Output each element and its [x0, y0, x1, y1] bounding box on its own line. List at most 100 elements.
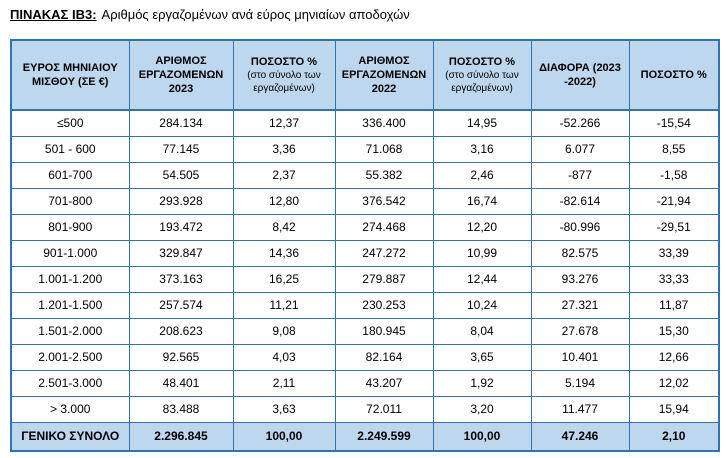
value-cell: 48.401: [128, 369, 234, 397]
salary-range-cell: 2.501-3.000: [10, 369, 130, 397]
value-cell: 2,37: [232, 161, 336, 189]
table-label: ΠΙΝΑΚΑΣ ΙΒ3:: [10, 7, 97, 22]
table-header-row: ΕΥΡΟΣ ΜΗΝΙΑΙΟΥ ΜΙΣΘΟΥ (ΣΕ €) ΑΡΙΘΜΟΣ ΕΡΓΑ…: [10, 39, 720, 111]
header-title: ΠΟΣΟΣΤΟ %: [640, 68, 707, 81]
value-cell: 3,65: [432, 343, 532, 371]
value-cell: 16,25: [232, 265, 336, 293]
header-cell: ΔΙΑΦΟΡΑ (2023 -2022): [530, 39, 630, 111]
value-cell: 15,30: [628, 317, 720, 345]
value-cell: 71.068: [334, 135, 434, 163]
value-cell: 27.321: [530, 291, 630, 319]
value-cell: 33,39: [628, 239, 720, 267]
salary-range-cell: 701-800: [10, 187, 130, 215]
value-cell: 92.565: [128, 343, 234, 371]
value-cell: 208.623: [128, 317, 234, 345]
value-cell: 2.249.599: [334, 421, 434, 452]
header-title: ΠΟΣΟΣΤΟ %: [250, 55, 318, 68]
value-cell: 54.505: [128, 161, 234, 189]
table-row: 801-900 193.472 8,42 274.468 12,20 -80.996 -29…: [10, 213, 720, 241]
value-cell: 12,02: [628, 369, 720, 397]
table-row: 901-1.000 329.847 14,36 247.272 10,99 82.575 3…: [10, 239, 720, 267]
header-cell: ΕΥΡΟΣ ΜΗΝΙΑΙΟΥ ΜΙΣΘΟΥ (ΣΕ €): [10, 39, 130, 111]
salary-range-cell: 1.001-1.200: [10, 265, 130, 293]
value-cell: 93.276: [530, 265, 630, 293]
value-cell: 83.488: [128, 395, 234, 423]
value-cell: 5.194: [530, 369, 630, 397]
value-cell: 284.134: [128, 109, 234, 137]
value-cell: 180.945: [334, 317, 434, 345]
value-cell: 100,00: [432, 421, 532, 452]
value-cell: 82.575: [530, 239, 630, 267]
header-cell: ΠΟΣΟΣΤΟ %: [628, 39, 720, 111]
table-row: 1.501-2.000 208.623 9,08 180.945 8,04 27.678 1…: [10, 317, 720, 345]
value-cell: -1,58: [628, 161, 720, 189]
value-cell: -15,54: [628, 109, 720, 137]
salary-range-cell: 1.201-1.500: [10, 291, 130, 319]
value-cell: 55.382: [334, 161, 434, 189]
value-cell: 257.574: [128, 291, 234, 319]
header-title: ΕΥΡΟΣ ΜΗΝΙΑΙΟΥ ΜΙΣΘΟΥ (ΣΕ €): [22, 61, 118, 88]
value-cell: 2,11: [232, 369, 336, 397]
salary-range-cell: 901-1.000: [10, 239, 130, 267]
value-cell: 12,20: [432, 213, 532, 241]
total-row: ΓΕΝΙΚΟ ΣΥΝΟΛΟ 2.296.845 100,00 2.249.599 100…: [10, 421, 720, 452]
table-row: 1.201-1.500 257.574 11,21 230.253 10,24 27.32…: [10, 291, 720, 319]
value-cell: 72.011: [334, 395, 434, 423]
value-cell: 12,37: [232, 109, 336, 137]
header-title: ΑΡΙΘΜΟΣ ΕΡΓΑΖΟΜΕΝΩΝ 2023: [138, 54, 224, 96]
value-cell: 12,44: [432, 265, 532, 293]
value-cell: -877: [530, 161, 630, 189]
table-row: 701-800 293.928 12,80 376.542 16,74 -82.614 -2…: [10, 187, 720, 215]
table-row: 501 - 600 77.145 3,36 71.068 3,16 6.077 8,55: [10, 135, 720, 163]
table-row: 2.501-3.000 48.401 2,11 43.207 1,92 5.194 12,0…: [10, 369, 720, 397]
header-title: ΑΡΙΘΜΟΣ ΕΡΓΑΖΟΜΕΝΩΝ 2022: [341, 54, 427, 96]
value-cell: 2,10: [628, 421, 720, 452]
salary-range-cell: > 3.000: [10, 395, 130, 423]
title-text: Αριθμός εργαζομένων ανά εύρος μηνιαίων α…: [101, 7, 410, 22]
value-cell: 27.678: [530, 317, 630, 345]
value-cell: 1,92: [432, 369, 532, 397]
value-cell: 10,24: [432, 291, 532, 319]
table-body: ≤500 284.134 12,37 336.400 14,95 -52.266 -15,5…: [10, 109, 720, 423]
header-cell: ΠΟΣΟΣΤΟ % (στο σύνολο των εργαζομένων): [432, 39, 532, 111]
value-cell: 274.468: [334, 213, 434, 241]
salary-range-cell: 601-700: [10, 161, 130, 189]
header-title: ΠΟΣΟΣΤΟ %: [448, 55, 516, 68]
total-label-cell: ΓΕΝΙΚΟ ΣΥΝΟΛΟ: [10, 421, 130, 452]
value-cell: 279.887: [334, 265, 434, 293]
value-cell: 15,94: [628, 395, 720, 423]
value-cell: 3,63: [232, 395, 336, 423]
value-cell: 10.401: [530, 343, 630, 371]
value-cell: 8,04: [432, 317, 532, 345]
value-cell: 43.207: [334, 369, 434, 397]
value-cell: 230.253: [334, 291, 434, 319]
header-cell: ΠΟΣΟΣΤΟ % (στο σύνολο των εργαζομένων): [232, 39, 336, 111]
value-cell: 16,74: [432, 187, 532, 215]
value-cell: 3,16: [432, 135, 532, 163]
value-cell: 2,46: [432, 161, 532, 189]
value-cell: 11,21: [232, 291, 336, 319]
value-cell: 247.272: [334, 239, 434, 267]
value-cell: 12,80: [232, 187, 336, 215]
header-cell: ΑΡΙΘΜΟΣ ΕΡΓΑΖΟΜΕΝΩΝ 2023: [128, 39, 234, 111]
value-cell: 10,99: [432, 239, 532, 267]
salary-range-cell: 2.001-2.500: [10, 343, 130, 371]
salary-range-cell: 801-900: [10, 213, 130, 241]
value-cell: 3,36: [232, 135, 336, 163]
value-cell: 47.246: [530, 421, 630, 452]
value-cell: -29,51: [628, 213, 720, 241]
value-cell: 3,20: [432, 395, 532, 423]
value-cell: 11.477: [530, 395, 630, 423]
header-subtitle: (στο σύνολο των εργαζομένων): [445, 70, 519, 94]
value-cell: 193.472: [128, 213, 234, 241]
value-cell: 33,33: [628, 265, 720, 293]
header-subtitle: (στο σύνολο των εργαζομένων): [247, 70, 321, 94]
value-cell: 77.145: [128, 135, 234, 163]
header-cell: ΑΡΙΘΜΟΣ ΕΡΓΑΖΟΜΕΝΩΝ 2022: [334, 39, 434, 111]
value-cell: 14,95: [432, 109, 532, 137]
value-cell: 8,55: [628, 135, 720, 163]
value-cell: -80.996: [530, 213, 630, 241]
table-row: ≤500 284.134 12,37 336.400 14,95 -52.266 -15,5…: [10, 109, 720, 137]
table-row: 601-700 54.505 2,37 55.382 2,46 -877 -1,58: [10, 161, 720, 189]
